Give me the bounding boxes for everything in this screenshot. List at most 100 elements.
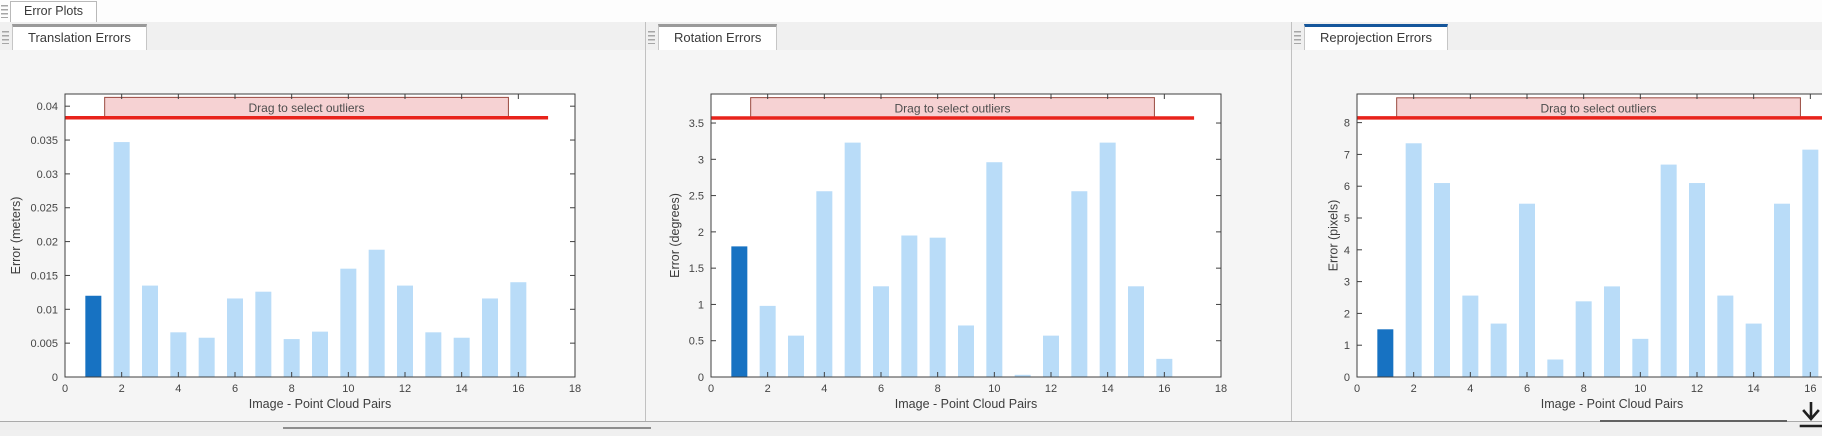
x-tick-label: 0 [1354, 383, 1360, 395]
y-axis-label: Error (pixels) [1327, 200, 1341, 272]
y-tick-label: 0.04 [37, 101, 58, 113]
x-tick-label: 8 [1581, 383, 1587, 395]
error-bar[interactable] [1071, 191, 1088, 377]
tab-reprojection-errors-label: Reprojection Errors [1320, 30, 1432, 45]
error-bar[interactable] [1802, 149, 1819, 377]
y-tick-label: 1.5 [689, 263, 704, 275]
error-bar[interactable] [510, 282, 527, 377]
error-bar[interactable] [1156, 358, 1173, 377]
x-tick-label: 16 [512, 383, 524, 395]
tab-error-plots[interactable]: Error Plots [10, 1, 98, 22]
error-bar[interactable] [142, 285, 158, 377]
y-tick-label: 0.025 [30, 203, 58, 215]
x-tick-label: 2 [765, 383, 771, 395]
error-bar[interactable] [113, 142, 130, 377]
axes-frame [710, 93, 1222, 378]
error-bar[interactable] [816, 191, 833, 377]
error-bar[interactable] [1043, 335, 1059, 377]
error-bar[interactable] [227, 298, 243, 377]
error-bar[interactable] [312, 331, 328, 377]
error-bar[interactable] [85, 295, 102, 377]
error-bar[interactable] [1575, 301, 1592, 377]
x-tick-label: 6 [878, 383, 884, 395]
error-bar[interactable] [901, 235, 918, 378]
error-bar[interactable] [1519, 203, 1535, 377]
error-bar[interactable] [425, 332, 442, 377]
y-tick-label: 3 [698, 154, 704, 166]
x-axis-label: Image - Point Cloud Pairs [249, 397, 391, 411]
x-tick-label: 14 [1102, 383, 1114, 395]
panel-translation-errors: Translation Errors Drag to select outlie… [0, 22, 646, 421]
error-bar[interactable] [986, 162, 1003, 377]
drag-grip-icon[interactable] [1, 5, 8, 18]
y-tick-label: 6 [1344, 181, 1350, 193]
drag-grip-icon[interactable] [2, 31, 9, 44]
error-bar[interactable] [1128, 286, 1144, 377]
error-bar[interactable] [198, 337, 215, 377]
reprojection-errors-chart: Drag to select outliers02468101214161801… [1327, 93, 1822, 411]
error-bar[interactable] [1660, 164, 1677, 377]
panel-reprojection-errors: Reprojection Errors Drag to select outli… [1292, 22, 1822, 421]
x-tick-label: 2 [1411, 383, 1417, 395]
x-tick-label: 4 [1467, 383, 1473, 395]
error-bar[interactable] [759, 305, 776, 377]
y-tick-label: 5 [1344, 213, 1350, 225]
error-bar[interactable] [255, 291, 272, 377]
error-bar[interactable] [788, 335, 804, 377]
x-tick-label: 10 [342, 383, 354, 395]
tab-rotation-errors[interactable]: Rotation Errors [658, 24, 778, 50]
error-bar[interactable] [1689, 183, 1705, 377]
x-tick-label: 16 [1804, 383, 1816, 395]
error-bar[interactable] [1377, 329, 1394, 377]
resize-edge-line [1600, 420, 1787, 422]
y-tick-label: 0 [52, 372, 58, 384]
reprojection-tabstrip: Reprojection Errors [1292, 22, 1822, 50]
error-bar[interactable] [482, 298, 498, 377]
error-bar[interactable] [873, 286, 889, 377]
y-tick-label: 2.5 [689, 191, 704, 203]
x-tick-label: 16 [1158, 383, 1170, 395]
tab-reprojection-errors[interactable]: Reprojection Errors [1304, 24, 1448, 50]
y-tick-label: 1 [1344, 340, 1350, 352]
error-bar[interactable] [1604, 286, 1620, 377]
y-tick-label: 0 [1344, 372, 1350, 384]
x-tick-label: 10 [1634, 383, 1646, 395]
x-axis-label: Image - Point Cloud Pairs [1541, 397, 1683, 411]
error-bar[interactable] [453, 337, 470, 377]
error-bar[interactable] [1434, 183, 1450, 377]
error-bar[interactable] [1745, 323, 1762, 377]
error-bar[interactable] [844, 142, 861, 377]
x-tick-label: 14 [456, 383, 468, 395]
error-bar[interactable] [929, 237, 946, 377]
error-bar[interactable] [1547, 359, 1564, 377]
drag-grip-icon[interactable] [648, 31, 655, 44]
error-bar[interactable] [340, 268, 357, 377]
arrow-down-to-line-icon[interactable] [1799, 402, 1822, 436]
error-bar[interactable] [1717, 295, 1734, 377]
error-bar[interactable] [1014, 374, 1031, 377]
horizontal-scrollbar-thumb[interactable] [283, 427, 651, 429]
rotation-tabstrip: Rotation Errors [646, 22, 1291, 50]
drag-grip-icon[interactable] [1294, 31, 1301, 44]
error-bar[interactable] [1099, 142, 1116, 377]
x-tick-label: 8 [289, 383, 295, 395]
error-bar[interactable] [1632, 338, 1649, 377]
outlier-selection-label: Drag to select outliers [249, 101, 365, 115]
translation-errors-chart: Drag to select outliers 0 2 4 6 8 10 12 14 16 18 0 0… [9, 93, 581, 411]
x-tick-label: 0 [708, 383, 714, 395]
error-bar[interactable] [1462, 295, 1479, 377]
translation-figure: Drag to select outliers 0 2 4 6 8 10 12 14 16 18 0 0… [0, 50, 645, 421]
y-axis-label: Error (degrees) [668, 193, 682, 278]
error-bar[interactable] [170, 332, 187, 377]
tab-translation-errors[interactable]: Translation Errors [12, 24, 147, 50]
x-tick-label: 0 [62, 383, 68, 395]
error-bar[interactable] [731, 246, 748, 377]
error-bar[interactable] [1405, 143, 1422, 377]
error-bar[interactable] [397, 285, 413, 377]
error-bar[interactable] [1774, 203, 1790, 377]
error-bar[interactable] [1490, 323, 1507, 377]
x-tick-label: 18 [569, 383, 581, 395]
error-bar[interactable] [368, 249, 385, 377]
error-bar[interactable] [283, 339, 300, 377]
error-bar[interactable] [958, 325, 974, 377]
